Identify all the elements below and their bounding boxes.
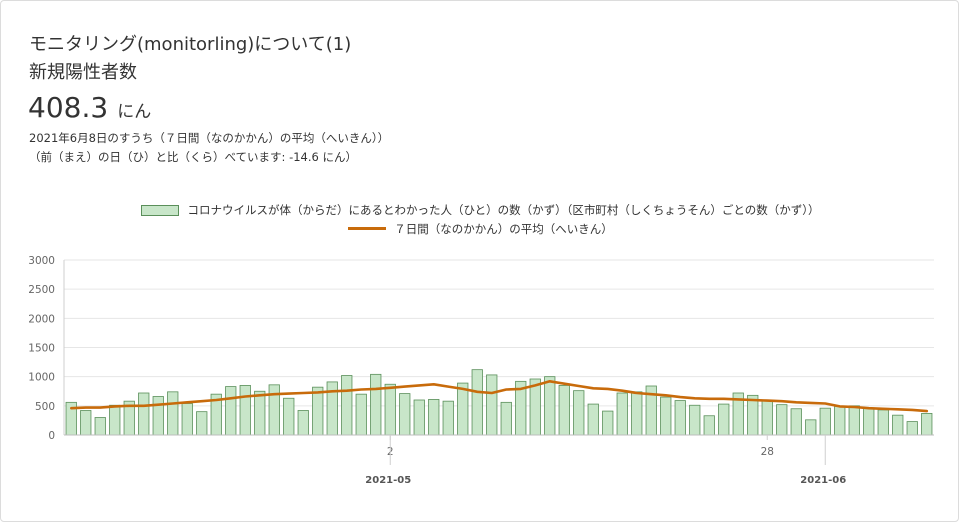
bar [573,390,585,436]
bar [718,403,730,436]
y-tick-label: 1000 [28,372,55,384]
bar [399,393,411,436]
bar [921,413,933,436]
bar [819,407,831,436]
bar [660,396,672,436]
bar [602,410,614,436]
bar [413,399,425,436]
x-tick-label: 28 [761,446,774,458]
bar [312,386,324,436]
legend-label-average: ７日間（なのかかん）の平均（へいきん） [394,222,613,236]
bar [689,404,701,436]
bar [674,400,686,436]
bar [442,400,454,436]
bar [863,407,875,436]
bar [297,410,309,436]
bar [790,408,802,436]
bar [776,404,788,436]
card-subtitle: 新規陽性者数 [29,62,137,83]
y-tick-label: 500 [35,401,55,413]
bar [341,375,353,436]
bar [877,409,889,436]
date-note: 2021年6月8日のすうち（７日間（なのかかん）の平均（へいきん）） [29,131,390,145]
bar [80,410,92,436]
legend-bar-swatch [141,205,180,216]
bar [268,384,280,436]
bar [848,405,860,436]
bar [254,390,266,436]
bar [616,392,628,436]
bar [544,376,556,436]
headline-value: 408.3 [28,91,109,124]
legend-item-cases[interactable]: コロナウイルスが体（からだ）にあるとわかった人（ひと）の数（かず）（区市町村（し… [1,202,959,218]
bar [587,403,599,436]
y-tick-label: 2500 [28,284,55,296]
x-major-label: 2021-05 [365,475,411,486]
bar [196,411,208,436]
bar [283,397,295,436]
bar [181,403,193,436]
y-tick-label: 0 [48,430,55,442]
bar [892,414,904,436]
bar [631,391,643,436]
cases-chart: 0500100015002000250030002282021-052021-0… [28,255,934,486]
bar [471,369,483,436]
legend-label-cases: コロナウイルスが体（からだ）にあるとわかった人（ひと）の数（かず）（区市町村（し… [187,203,820,217]
bar [703,415,715,436]
headline-unit: にん [117,102,152,122]
bar [834,406,846,436]
bar [486,374,498,436]
compare-note: （前（まえ）の日（ひ）と比（くら）べています: -14.6 にん） [29,150,357,164]
bar [225,386,237,436]
legend-item-average[interactable]: ７日間（なのかかん）の平均（へいきん） [1,221,959,237]
bar [94,417,106,436]
headline-value-row: 408.3 にん [28,91,151,124]
legend-line-swatch [348,227,387,230]
y-tick-label: 3000 [28,255,55,267]
bar [138,392,150,436]
bar [384,383,396,436]
bar [355,393,367,436]
y-tick-label: 1500 [28,343,55,355]
bar [152,396,164,436]
bar [239,385,251,436]
bar [558,385,570,436]
bar [370,373,382,436]
bar [500,401,512,436]
bar [906,421,918,436]
average-line [70,379,929,413]
bar [761,399,773,436]
bar [805,419,817,436]
bar [428,399,440,436]
x-major-label: 2021-06 [800,475,846,486]
bar [109,404,121,436]
card-title: モニタリング(monitorling)について(1) [29,34,352,55]
bar [167,391,179,436]
y-tick-label: 2000 [28,313,55,325]
